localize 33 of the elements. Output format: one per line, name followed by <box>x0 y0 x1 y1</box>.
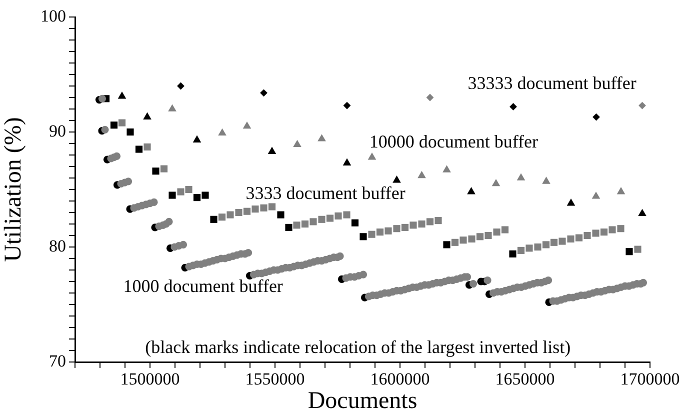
point <box>442 165 451 172</box>
series-label: 1000 document buffer <box>123 276 283 296</box>
point <box>592 192 600 199</box>
point <box>418 170 426 178</box>
y-tick-label: 80 <box>49 236 66 256</box>
series-label: 33333 document buffer <box>468 73 636 94</box>
point <box>242 121 252 129</box>
y-tick-label: 90 <box>49 121 66 140</box>
annotation: (black marks indicate relocation of the largest inverted list) <box>145 336 571 357</box>
point <box>510 103 517 110</box>
series-label: 3333 document buffer <box>246 183 406 204</box>
point <box>260 89 268 97</box>
y-tick-label: 100 <box>40 6 66 26</box>
point <box>293 140 302 148</box>
x-tick-label: 1650000 <box>495 370 555 389</box>
point <box>368 152 376 160</box>
series-label: 10000 document buffer <box>369 132 538 152</box>
x-tick-label: 1700000 <box>620 370 680 389</box>
point <box>542 176 550 184</box>
point <box>218 128 226 136</box>
point <box>343 102 351 110</box>
point <box>492 178 500 186</box>
x-tick-label: 1600000 <box>370 370 430 389</box>
x-tick-label: 1500000 <box>120 370 180 389</box>
point <box>592 113 600 121</box>
y-tick-label: 70 <box>49 351 66 370</box>
y-axis-title: Utilization (%) <box>0 117 27 262</box>
x-axis-title: Documents <box>308 388 418 414</box>
point <box>168 104 176 112</box>
point <box>616 187 626 194</box>
point <box>318 134 326 142</box>
point <box>516 173 526 180</box>
x-tick-label: 1550000 <box>245 370 305 389</box>
